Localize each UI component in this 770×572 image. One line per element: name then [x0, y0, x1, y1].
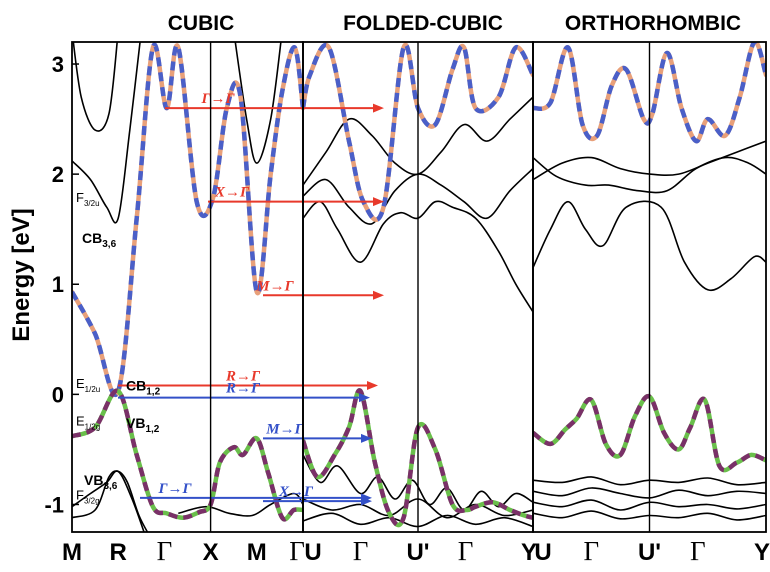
band-label-sub: 1,2 [146, 386, 160, 397]
band-curve-cubic-3 [234, 42, 282, 164]
band-curve-cubic-6 [178, 492, 303, 517]
y-tick-label: 3 [52, 52, 64, 77]
band-label-main: E [76, 376, 85, 391]
transition-label: M→Γ [265, 421, 304, 437]
transition-arrow-head [373, 103, 384, 113]
transition-arrow-head [367, 381, 378, 391]
panel-title-orthorhombic: ORTHORHOMBIC [565, 12, 741, 35]
band-curve-cubic-1 [72, 42, 118, 132]
band-label-sub: 1/2g [85, 423, 101, 432]
x-tick-label-folded-cubic: Γ [458, 536, 474, 566]
band-curve-cubic-2 [72, 42, 141, 224]
band-label-sub: 3/2u [84, 199, 100, 208]
y-tick-label: 1 [52, 272, 64, 297]
x-tick-label-cubic: M [247, 539, 267, 566]
band-label-main: VB [126, 415, 145, 431]
transition-arrow-head [361, 493, 372, 503]
band-curve-cubic-5 [72, 470, 149, 532]
panel-folded-cubic [303, 42, 533, 528]
y-tick-label: 2 [52, 162, 64, 187]
x-tick-label-cubic: X [203, 539, 219, 566]
panel-title-folded-cubic: FOLDED-CUBIC [343, 12, 503, 35]
band-label-sub: 3/2g [84, 496, 100, 505]
x-tick-label-orthorhombic: Γ [690, 536, 706, 566]
transition-label: X→Γ [278, 484, 314, 500]
band-label-main: CB [82, 230, 102, 246]
x-tick-label-folded-cubic: Y [521, 539, 537, 566]
band-label: F3/2g [76, 487, 100, 505]
band-label: VB1,2 [126, 415, 160, 435]
band-label: VB3,6 [84, 472, 118, 492]
band-label-main: F [76, 190, 84, 205]
conduction-band-dash-folded-cubic [303, 42, 533, 222]
panel-title-cubic: CUBIC [168, 12, 235, 35]
valence-band-dash-folded-cubic [303, 388, 533, 528]
band-label-sub: 1/2u [85, 385, 101, 394]
transition-arrow-head [361, 433, 372, 443]
transition-arrow-head [359, 393, 370, 403]
band-label-main: E [76, 414, 85, 429]
y-axis-label: Energy [eV] [8, 208, 35, 341]
transition-arrow-head [373, 290, 384, 300]
y-tick-label: 0 [52, 382, 64, 407]
band-label: CB3,6 [82, 230, 117, 250]
x-tick-label-orthorhombic: Γ [583, 536, 599, 566]
transition-label: Γ→Γ [157, 481, 192, 497]
x-tick-label-cubic: R [110, 539, 127, 566]
x-tick-label-folded-cubic: U' [406, 539, 429, 566]
conduction-band-dash-orthorhombic [533, 42, 766, 144]
band-label-main: VB [84, 472, 103, 488]
x-tick-label-cubic: Γ [157, 536, 173, 566]
band-curve-orthorhombic-3 [533, 200, 766, 292]
conduction-band-dash-cubic [72, 42, 303, 397]
band-label-main: F [76, 487, 84, 502]
band-label-main: CB [126, 377, 146, 393]
transition-label: X→Γ [214, 185, 250, 201]
transition-label: Γ→Γ [200, 91, 235, 107]
band-label: E1/2u [76, 376, 100, 394]
transition-arrow-head [373, 197, 384, 207]
band-label-sub: 3,6 [102, 239, 116, 250]
x-tick-label-folded-cubic: Γ [353, 536, 369, 566]
band-label: F3/2u [76, 190, 100, 208]
transition-label: M→Γ [255, 278, 294, 294]
transition-arrows: Γ→Γ X→Γ M→Γ R→ΓR→Γ M→Γ X→Γ Γ→Γ [118, 91, 384, 506]
band-label-sub: 1,2 [145, 424, 159, 435]
x-tick-label-cubic: M [62, 539, 82, 566]
x-tick-label-cubic: Γ [289, 536, 305, 566]
transition-label: R→Γ [225, 369, 261, 385]
x-tick-label-orthorhombic: U' [638, 539, 661, 566]
panel-frames [71, 41, 767, 533]
x-tick-label-folded-cubic: U [304, 539, 321, 566]
band-curve-cubic-4 [72, 470, 145, 532]
band-label: CB1,2 [126, 377, 161, 397]
x-tick-label-orthorhombic: U [534, 539, 551, 566]
band-curve-folded-cubic-4 [303, 454, 533, 511]
band-label-sub: 3,6 [103, 481, 117, 492]
band-curve-orthorhombic-1 [533, 156, 766, 194]
x-tick-label-orthorhombic: Y [754, 539, 770, 566]
transition-label: R→Γ [225, 381, 261, 397]
y-tick-label: -1 [44, 492, 64, 517]
band-label: E1/2g [76, 414, 100, 432]
